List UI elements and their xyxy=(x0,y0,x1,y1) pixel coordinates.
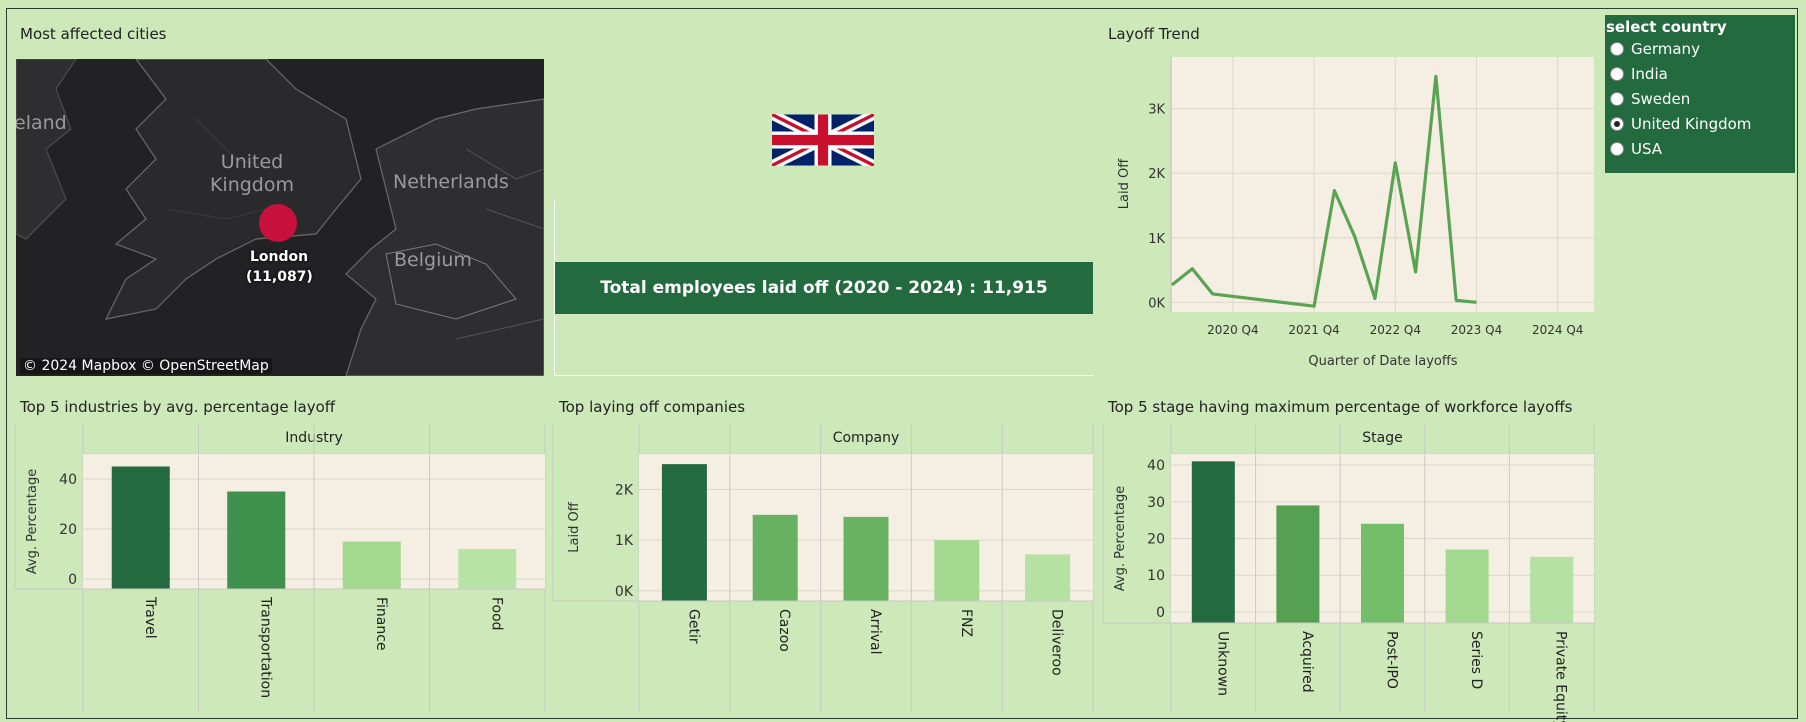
kpi-container xyxy=(554,200,1093,376)
companies-panel-title: Top laying off companies xyxy=(559,398,746,416)
map-label-ireland: eland xyxy=(16,112,67,134)
selector-title: select country xyxy=(1606,18,1727,36)
radio-button[interactable] xyxy=(1610,66,1624,81)
map-label-belgium: Belgium xyxy=(394,249,472,271)
city-name: London xyxy=(249,249,309,265)
radio-button[interactable] xyxy=(1610,91,1624,106)
country-option-sweden[interactable]: Sweden xyxy=(1605,86,1795,111)
option-label: Germany xyxy=(1631,39,1700,58)
option-label: Sweden xyxy=(1631,89,1691,108)
map-label-uk: United Kingdom xyxy=(209,151,295,196)
kpi-value: 11,915 xyxy=(982,278,1048,298)
radio-button[interactable] xyxy=(1610,141,1624,156)
country-option-india[interactable]: India xyxy=(1605,61,1795,86)
option-label: United Kingdom xyxy=(1631,114,1752,133)
map-attribution[interactable]: © 2024 Mapbox © OpenStreetMap xyxy=(20,358,272,374)
city-map[interactable]: eland United Kingdom Netherlands Belgium… xyxy=(16,59,544,376)
map-panel-title: Most affected cities xyxy=(20,25,167,43)
map-label-netherlands: Netherlands xyxy=(393,171,509,193)
uk-flag-icon xyxy=(772,114,874,166)
city-value: (11,087) xyxy=(246,269,313,285)
kpi-label: Total employees laid off (2020 - 2024) : xyxy=(600,278,977,298)
country-selector: select country Germany India Sweden Unit… xyxy=(1605,15,1795,173)
country-option-united-kingdom[interactable]: United Kingdom xyxy=(1605,111,1795,136)
trend-panel-title: Layoff Trend xyxy=(1108,25,1200,43)
kpi-banner: Total employees laid off (2020 - 2024) :… xyxy=(555,262,1093,314)
city-label: London (11,087) xyxy=(246,247,313,287)
country-option-usa[interactable]: USA xyxy=(1605,136,1795,161)
radio-button-selected[interactable] xyxy=(1610,116,1624,131)
dashboard-frame xyxy=(6,8,1798,719)
country-option-germany[interactable]: Germany xyxy=(1605,36,1795,61)
radio-button[interactable] xyxy=(1610,41,1624,56)
stages-panel-title: Top 5 stage having maximum percentage of… xyxy=(1108,398,1573,416)
industries-panel-title: Top 5 industries by avg. percentage layo… xyxy=(20,398,336,416)
city-marker-london[interactable] xyxy=(259,204,297,242)
option-label: USA xyxy=(1631,139,1663,158)
option-label: India xyxy=(1631,64,1668,83)
map-landmass xyxy=(16,59,544,376)
